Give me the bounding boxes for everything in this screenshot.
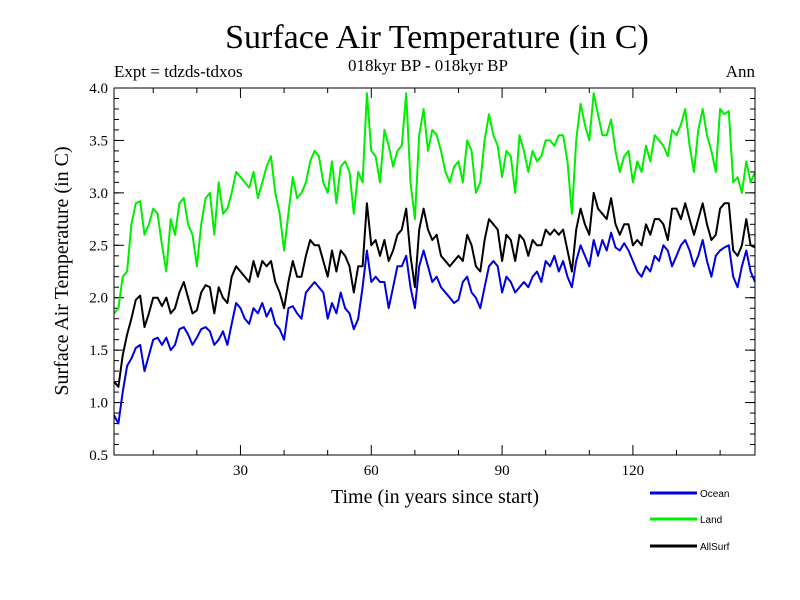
y-axis-label: Surface Air Temperature (in C) [51,146,73,395]
series-lines [113,92,756,425]
series-line-allsurf [113,191,756,388]
season-label: Ann [726,62,756,81]
legend: Ocean Land AllSurf [650,489,730,553]
x-tick-label: 90 [495,463,510,479]
y-tick-label: 4.0 [89,81,108,97]
chart-title: Surface Air Temperature (in C) [225,19,649,56]
x-axis-label: Time (in years since start) [331,486,539,508]
y-tick-labels: 0.5 1.0 1.5 2.0 2.5 3.0 3.5 4.0 [89,81,108,464]
legend-label-allsurf: AllSurf [700,542,730,553]
y-tick-label: 3.0 [89,186,108,202]
x-tick-label: 120 [622,463,645,479]
x-tick-label: 60 [364,463,379,479]
plot-frame [113,87,756,456]
experiment-label: Expt = tdzds-tdxos [114,62,243,81]
x-tick-label: 30 [233,463,248,479]
y-tick-label: 2.0 [89,291,108,307]
y-tick-label: 1.5 [89,343,108,359]
series-line-ocean [113,231,756,425]
legend-label-land: Land [700,515,722,526]
y-tick-label: 3.5 [89,133,108,149]
chart-subtitle: 018kyr BP - 018kyr BP [348,56,508,75]
y-tick-label: 0.5 [89,448,108,464]
y-tick-label: 2.5 [89,238,108,254]
legend-label-ocean: Ocean [700,489,729,500]
x-tick-labels: 30 60 90 120 [233,463,644,479]
axis-ticks [114,87,755,456]
y-tick-label: 1.0 [89,396,108,412]
series-line-land [113,92,756,315]
